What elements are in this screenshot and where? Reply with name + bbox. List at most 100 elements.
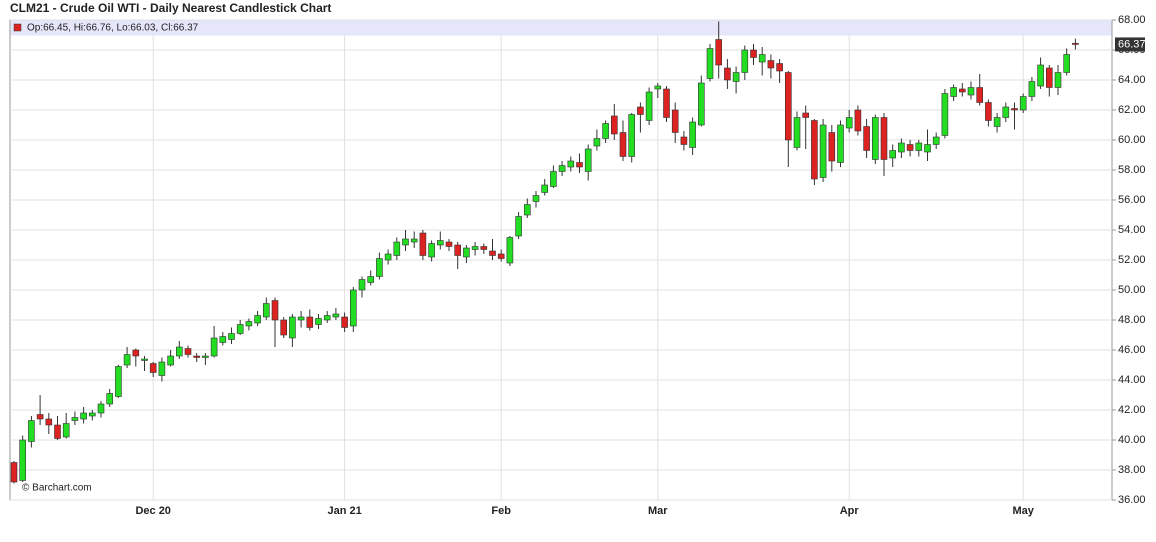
y-tick-label: 54.00: [1118, 224, 1146, 236]
candle-body: [28, 420, 35, 442]
candle-body: [97, 403, 105, 414]
candle-body: [932, 136, 940, 145]
candle-body: [36, 414, 44, 420]
candle-body: [115, 366, 122, 397]
candle-body: [167, 355, 174, 366]
candle-body: [724, 67, 731, 81]
candle-body: [584, 148, 592, 172]
candle-body: [671, 109, 679, 133]
y-tick-label: 56.00: [1118, 194, 1146, 206]
candle-body: [436, 240, 444, 246]
candle-body: [89, 412, 96, 417]
candle-body: [262, 303, 270, 318]
candle-body: [445, 241, 453, 247]
y-tick-label: 36.00: [1118, 494, 1146, 506]
grid: [10, 19, 1112, 501]
y-tick-label: 60.00: [1118, 134, 1146, 146]
candle-body: [106, 393, 113, 405]
chart-title: CLM21 - Crude Oil WTI - Daily Nearest Ca…: [10, 1, 331, 15]
candle-body: [941, 93, 949, 136]
candle-body: [593, 138, 601, 147]
y-tick-label: 44.00: [1118, 374, 1146, 386]
candle-body: [576, 162, 583, 168]
legend-swatch: [13, 23, 22, 32]
legend-text: Op:66.45, Hi:66.76, Lo:66.03, Cl:66.37: [27, 23, 199, 34]
candle-body: [610, 115, 618, 135]
candle-body: [689, 121, 696, 148]
candle-body: [141, 358, 148, 361]
candle-body: [915, 142, 923, 151]
y-tick-label: 38.00: [1118, 464, 1146, 476]
candle-body: [515, 216, 522, 237]
candle-body: [149, 363, 157, 373]
candle-body: [993, 117, 1001, 127]
last-price-box: [1115, 37, 1145, 52]
candle-body: [236, 324, 244, 334]
candle-body: [819, 124, 827, 178]
candle-body: [193, 355, 200, 358]
last-price-label: 66.37: [1118, 38, 1146, 50]
candle-body: [332, 313, 340, 318]
candle-body: [297, 316, 305, 321]
candle-body: [202, 355, 209, 358]
candle-body: [228, 333, 235, 340]
candle-body: [811, 120, 818, 180]
candle-body: [384, 253, 392, 261]
y-tick-label: 52.00: [1118, 254, 1146, 266]
y-tick-label: 48.00: [1118, 314, 1146, 326]
candle-body: [758, 54, 766, 63]
candle-body: [1028, 81, 1036, 97]
x-tick-label: Apr: [840, 505, 860, 517]
candle-body: [784, 72, 792, 141]
candle-body: [489, 250, 496, 256]
candle-body: [628, 114, 636, 157]
candle-body: [985, 102, 992, 121]
candle-body: [602, 123, 609, 139]
candle-body: [802, 112, 810, 118]
candle-body: [463, 247, 470, 258]
candle-body: [54, 424, 61, 439]
candle-body: [1019, 96, 1027, 111]
candle-body: [80, 412, 87, 420]
candle-body: [419, 232, 427, 256]
candle-body: [567, 160, 575, 168]
candle-body: [123, 354, 131, 366]
candle-body: [898, 142, 905, 153]
candle-body: [967, 87, 975, 96]
y-tick-label: 64.00: [1118, 74, 1146, 86]
candle-body: [558, 165, 566, 172]
y-tick-label: 50.00: [1118, 284, 1146, 296]
candle-body: [1072, 42, 1079, 45]
candle-body: [697, 82, 705, 126]
candle-body: [19, 439, 27, 481]
candle-body: [176, 346, 183, 357]
candle-body: [523, 204, 531, 216]
candle-body: [393, 241, 401, 256]
candle-body: [663, 88, 670, 118]
candle-body: [863, 126, 870, 151]
candle-body: [889, 150, 897, 159]
candle-body: [219, 336, 227, 343]
candle-body: [741, 49, 749, 73]
candle-body: [541, 184, 549, 193]
candle-body: [837, 124, 844, 163]
candle-body: [924, 144, 931, 153]
candle-body: [158, 361, 166, 376]
y-tick-label: 46.00: [1118, 344, 1146, 356]
candle-body: [428, 243, 435, 258]
candle-body: [958, 88, 966, 93]
candle-body: [10, 462, 18, 483]
candle-body: [1063, 54, 1070, 73]
candle-body: [550, 171, 557, 187]
candle-body: [1046, 67, 1053, 88]
candle-body: [254, 315, 261, 324]
candle-body: [245, 321, 253, 327]
candle-body: [471, 246, 479, 250]
candle-body: [706, 48, 714, 79]
candle-body: [45, 418, 53, 426]
candle-body: [289, 316, 296, 339]
x-tick-label: Dec 20: [135, 505, 170, 517]
x-tick-label: Jan 21: [327, 505, 361, 517]
candle-body: [906, 144, 914, 151]
